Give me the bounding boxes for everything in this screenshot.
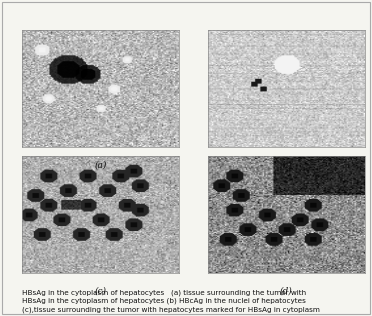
Text: (a): (a) [94,160,107,169]
Text: (d): (d) [280,287,293,295]
Text: (c): (c) [94,287,106,295]
Text: (c),tissue surrounding the tumor with hepatocytes marked for HBsAg in cytoplasm: (c),tissue surrounding the tumor with he… [22,307,320,313]
Text: HBsAg in the cytoplasm of hepatocytes   (a) tissue surrounding the tumor with: HBsAg in the cytoplasm of hepatocytes (a… [22,289,307,296]
Text: (b): (b) [280,160,293,169]
Text: HBsAg in the cytoplasm of hepatocytes (b) HBcAg in the nuclei of hepatocytes: HBsAg in the cytoplasm of hepatocytes (b… [22,298,306,305]
